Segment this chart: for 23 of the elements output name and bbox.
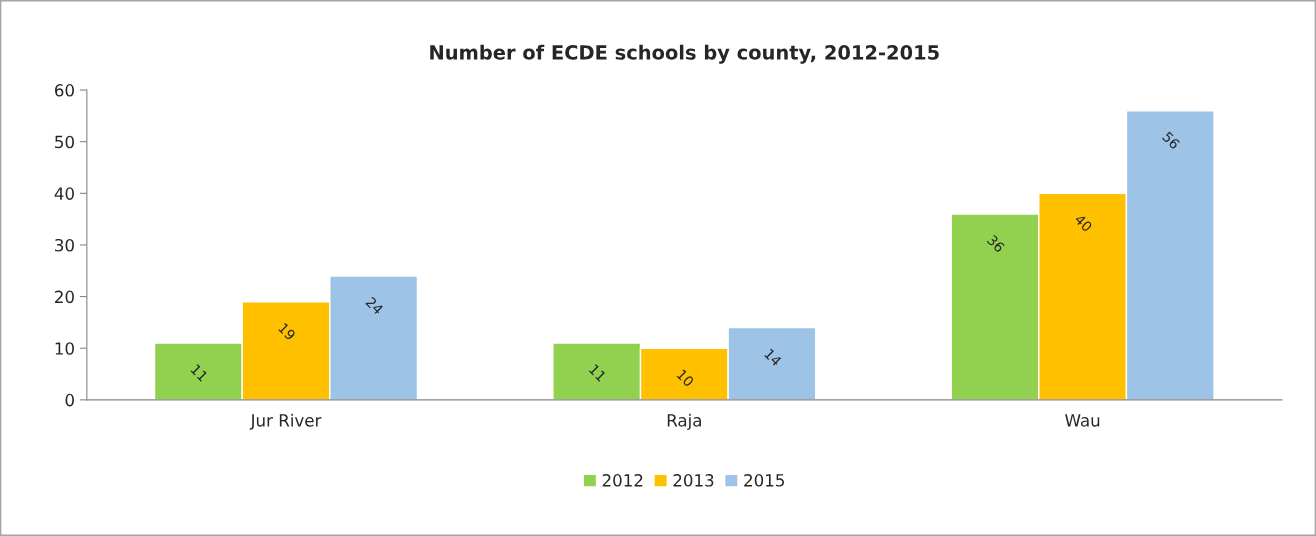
- y-tick-label: 20: [55, 290, 74, 304]
- data-label: 11: [588, 363, 607, 382]
- x-tick-label: Jur River: [249, 413, 322, 430]
- legend-label: 2012: [602, 474, 643, 487]
- y-tick-label: 0: [65, 393, 74, 407]
- legend-label: 2013: [673, 474, 714, 487]
- y-tick-label: 60: [55, 84, 74, 97]
- x-tick-label: Wau: [1065, 414, 1100, 427]
- y-tick-label: 50: [55, 135, 74, 149]
- data-label: 19: [277, 322, 297, 341]
- data-label: 24: [365, 296, 384, 315]
- legend-label: 2015: [744, 474, 784, 487]
- y-tick-label: 30: [55, 238, 74, 252]
- y-tick-label: 10: [55, 342, 74, 355]
- data-label: 14: [764, 348, 783, 367]
- data-label: 11: [190, 363, 209, 382]
- x-tick-label: Raja: [667, 413, 701, 430]
- data-label: 40: [1074, 213, 1093, 233]
- y-tick-label: 40: [54, 187, 74, 200]
- data-label: 56: [1161, 131, 1181, 150]
- data-label: 10: [676, 369, 695, 388]
- data-label: 36: [986, 234, 1006, 254]
- chart-title: Number of ECDE schools by county, 2012-2015: [430, 44, 939, 64]
